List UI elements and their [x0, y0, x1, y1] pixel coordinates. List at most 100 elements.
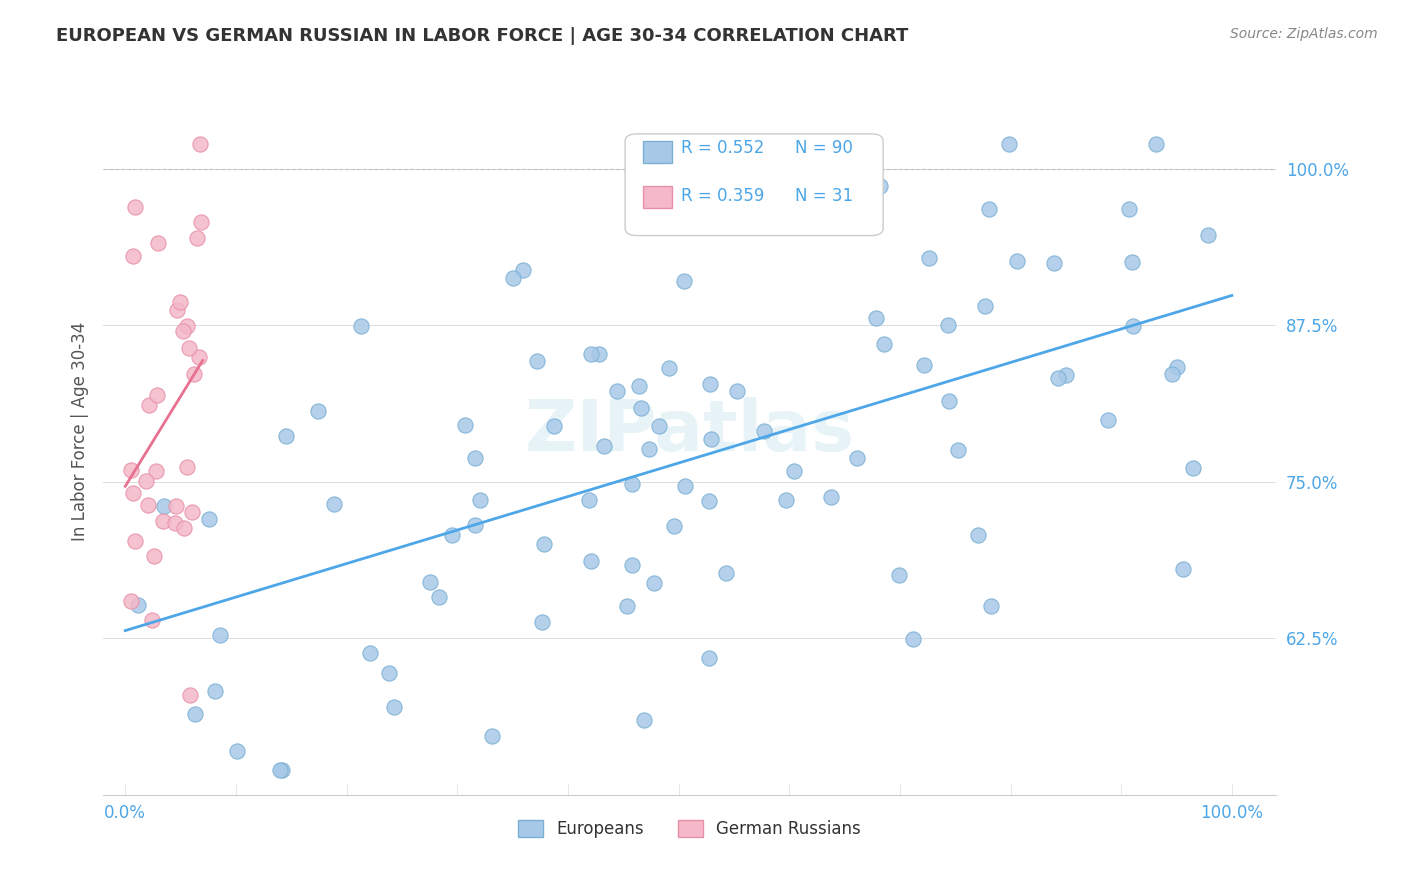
Europeans [1160, 368, 1182, 382]
Europeans [1121, 255, 1143, 269]
German Russians [141, 613, 163, 627]
Europeans [359, 646, 381, 660]
Europeans [1197, 227, 1219, 242]
Europeans [858, 196, 880, 211]
Europeans [697, 494, 720, 508]
Europeans [1005, 253, 1028, 268]
Europeans [271, 763, 294, 777]
German Russians [121, 594, 143, 608]
Europeans [464, 517, 486, 532]
German Russians [181, 505, 204, 519]
Europeans [938, 394, 960, 409]
Europeans [997, 136, 1019, 151]
Europeans [967, 528, 990, 542]
Europeans [873, 337, 896, 351]
Europeans [865, 310, 887, 325]
Y-axis label: In Labor Force | Age 30-34: In Labor Force | Age 30-34 [72, 322, 89, 541]
German Russians [146, 235, 169, 250]
Europeans [700, 432, 723, 446]
German Russians [145, 464, 167, 478]
Europeans [502, 271, 524, 285]
German Russians [142, 549, 165, 563]
German Russians [135, 474, 157, 488]
Europeans [1043, 256, 1066, 270]
Europeans [1047, 371, 1070, 385]
German Russians [186, 231, 208, 245]
Europeans [1182, 460, 1205, 475]
Text: N = 31: N = 31 [796, 186, 853, 204]
Europeans [533, 537, 555, 551]
Europeans [725, 384, 748, 398]
Europeans [307, 403, 329, 417]
German Russians [166, 302, 188, 317]
German Russians [163, 516, 186, 530]
Europeans [226, 744, 249, 758]
Europeans [673, 479, 696, 493]
Europeans [592, 439, 614, 453]
Europeans [980, 599, 1002, 614]
Europeans [1097, 412, 1119, 426]
Europeans [183, 707, 205, 722]
Europeans [974, 299, 997, 313]
Europeans [454, 417, 477, 432]
Europeans [977, 202, 1000, 216]
German Russians [122, 249, 145, 263]
Europeans [716, 566, 738, 581]
German Russians [165, 499, 187, 513]
German Russians [172, 324, 194, 338]
Europeans [578, 493, 600, 508]
Europeans [648, 419, 671, 434]
Europeans [419, 574, 441, 589]
Europeans [752, 424, 775, 438]
Europeans [606, 384, 628, 398]
Europeans [869, 178, 891, 193]
German Russians [176, 460, 198, 475]
Europeans [948, 443, 970, 458]
Europeans [887, 567, 910, 582]
Europeans [903, 632, 925, 646]
Europeans [1122, 319, 1144, 334]
Europeans [1054, 368, 1077, 382]
Europeans [197, 511, 219, 525]
German Russians [173, 521, 195, 535]
FancyBboxPatch shape [626, 134, 883, 235]
Text: R = 0.552: R = 0.552 [682, 139, 765, 157]
Europeans [579, 554, 602, 568]
German Russians [138, 397, 160, 411]
Europeans [543, 418, 565, 433]
German Russians [183, 367, 205, 381]
Europeans [269, 763, 291, 777]
German Russians [122, 486, 145, 500]
Europeans [208, 628, 231, 642]
German Russians [124, 533, 146, 548]
Europeans [918, 251, 941, 265]
German Russians [179, 341, 201, 355]
Europeans [672, 274, 695, 288]
Text: Source: ZipAtlas.com: Source: ZipAtlas.com [1230, 27, 1378, 41]
Europeans [912, 358, 935, 372]
Europeans [633, 713, 655, 727]
Europeans [621, 558, 644, 573]
German Russians [179, 688, 201, 702]
Text: EUROPEAN VS GERMAN RUSSIAN IN LABOR FORCE | AGE 30-34 CORRELATION CHART: EUROPEAN VS GERMAN RUSSIAN IN LABOR FORC… [56, 27, 908, 45]
Legend: Europeans, German Russians: Europeans, German Russians [512, 813, 868, 845]
Europeans [1171, 562, 1194, 576]
German Russians [120, 463, 142, 477]
Europeans [427, 590, 450, 604]
Europeans [204, 684, 226, 698]
Europeans [152, 500, 174, 514]
Europeans [783, 464, 806, 478]
Europeans [350, 319, 373, 334]
German Russians [169, 295, 191, 310]
Europeans [526, 354, 548, 368]
Europeans [470, 492, 492, 507]
Europeans [588, 347, 610, 361]
Europeans [697, 651, 720, 665]
Europeans [323, 497, 346, 511]
German Russians [190, 215, 212, 229]
Europeans [936, 318, 959, 332]
Text: ZIPatlas: ZIPatlas [524, 397, 855, 467]
Europeans [637, 442, 659, 457]
Text: N = 90: N = 90 [796, 139, 853, 157]
Europeans [630, 401, 652, 415]
